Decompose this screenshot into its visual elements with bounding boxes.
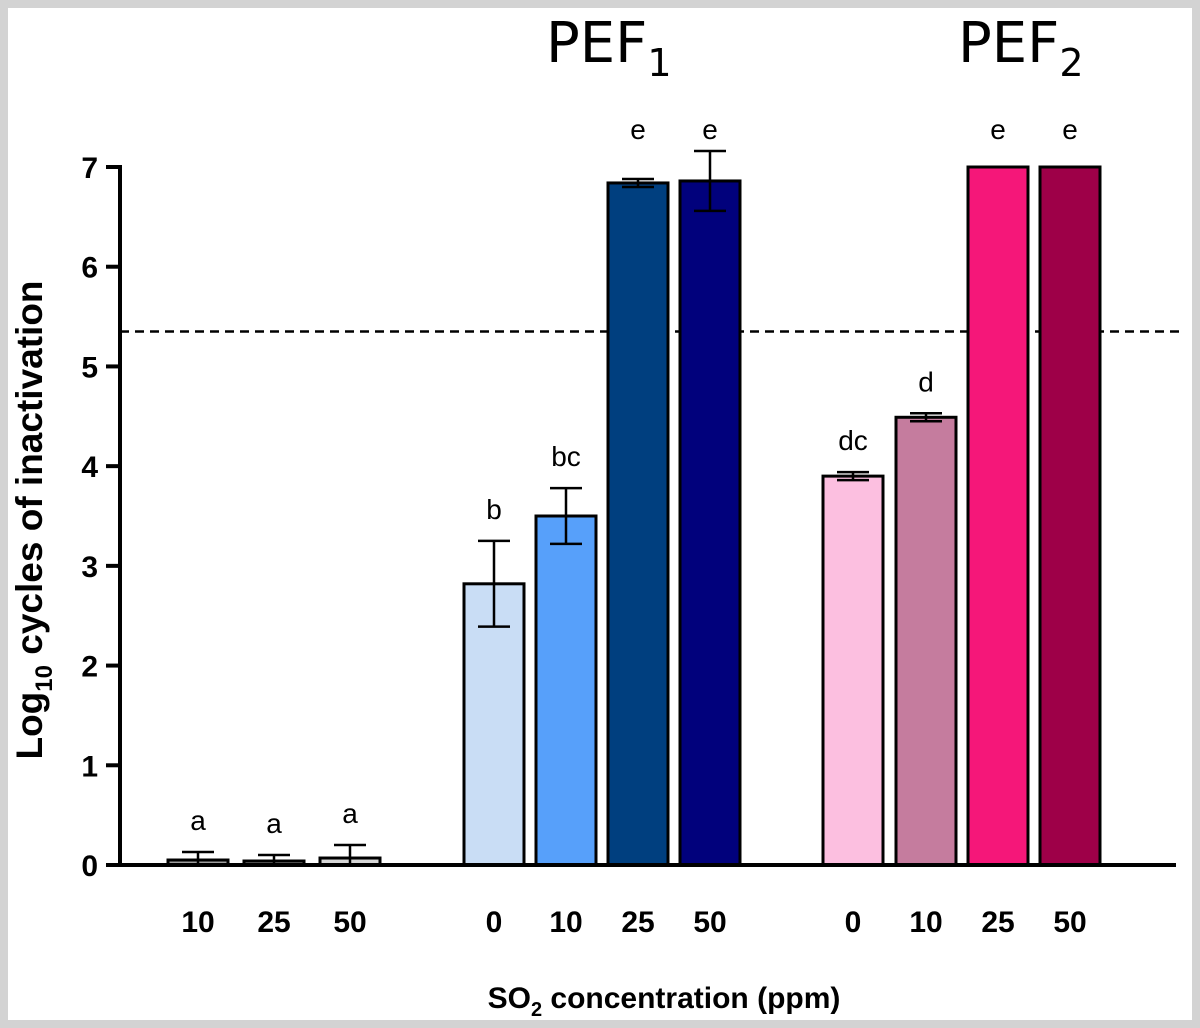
y-tick-label-0: 0 [81, 850, 98, 883]
bar-4 [534, 514, 598, 867]
bar-6 [678, 179, 742, 867]
category-label-9: 25 [981, 906, 1014, 939]
group-title-pef2: PEF2 [958, 11, 1084, 85]
category-label-4: 10 [549, 906, 582, 939]
y-tick-label-4: 4 [81, 451, 98, 484]
group-title-pef1-main: PEF [546, 11, 647, 76]
sig-label-2: a [342, 798, 358, 829]
sig-label-1: a [266, 808, 282, 839]
bar-10 [1038, 165, 1102, 867]
group-title-pef2-sub: 2 [1059, 41, 1083, 85]
x-axis-title-rest: concentration (ppm) [542, 982, 840, 1015]
sig-label-0: a [190, 805, 206, 836]
category-label-8: 10 [909, 906, 942, 939]
category-label-0: 10 [181, 906, 214, 939]
category-label-3: 0 [486, 906, 503, 939]
sig-label-10: e [1062, 114, 1078, 145]
group-title-pef1-sub: 1 [647, 41, 671, 85]
x-axis-title-sub: 2 [531, 999, 542, 1021]
y-tick-label-6: 6 [81, 252, 98, 285]
sig-label-7: dc [838, 425, 868, 456]
y-axis-title-sub: 10 [31, 665, 58, 692]
group-title-pef2-main: PEF [958, 11, 1059, 76]
bar-7 [821, 474, 885, 867]
category-label-1: 25 [257, 906, 290, 939]
y-tick-label-1: 1 [81, 750, 98, 783]
sig-label-5: e [630, 114, 646, 145]
group-title-pef1: PEF1 [546, 11, 672, 85]
category-label-10: 50 [1053, 906, 1086, 939]
category-label-7: 0 [845, 906, 862, 939]
bar-5 [606, 181, 670, 867]
y-axis-title-main: Log [9, 692, 50, 760]
x-axis-title: SO2 concentration (ppm) [488, 982, 841, 1021]
sig-label-6: e [702, 114, 718, 145]
y-tick-label-7: 7 [81, 152, 98, 185]
y-tick-label-2: 2 [81, 651, 98, 684]
bar-8 [894, 415, 958, 867]
sig-label-9: e [990, 114, 1006, 145]
sig-label-4: bc [551, 441, 581, 472]
plot-area: a 10 a 25 a 50 b 0 bc 10 e 25 e 50 dc 0 d 10 e 25 e 50 0 1 2 3 4 5 6… [81, 114, 1184, 939]
y-axis-title: Log10 cycles of inactivation [9, 280, 58, 759]
bar-9 [966, 165, 1030, 867]
y-axis-title-rest: cycles of inactivation [9, 280, 50, 665]
category-label-5: 25 [621, 906, 654, 939]
y-tick-label-3: 3 [81, 551, 98, 584]
category-label-6: 50 [693, 906, 726, 939]
sig-label-8: d [918, 366, 934, 397]
y-tick-label-5: 5 [81, 351, 98, 384]
sig-label-3: b [486, 494, 502, 525]
x-axis-title-main: SO [488, 982, 531, 1015]
category-label-2: 50 [333, 906, 366, 939]
